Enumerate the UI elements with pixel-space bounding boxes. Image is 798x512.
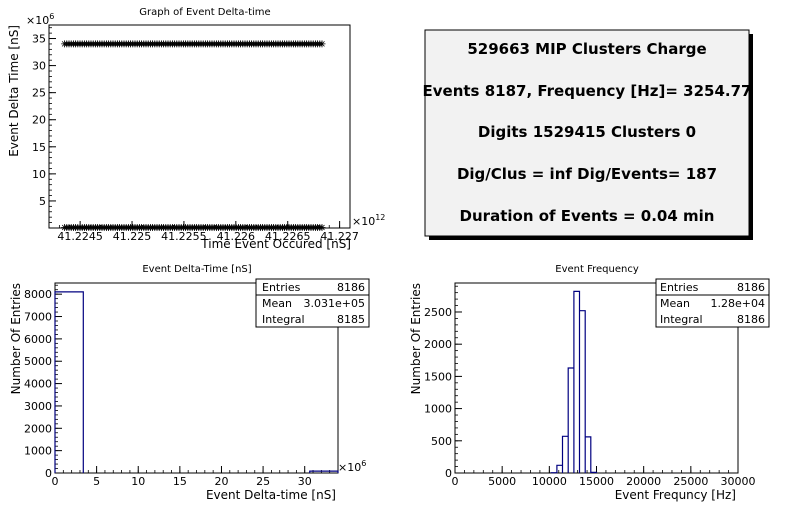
info-box-panel (424, 29, 750, 237)
x-tick-label: 41.227 (320, 230, 359, 243)
graph-y-label: Event Delta Time [nS] (7, 25, 21, 157)
hist1-ticks: 0 5 10 15 20 25 30 0 1000 2000 3000 4000 5000 6000 700… (24, 284, 339, 488)
y-tick-label: 6000 (24, 333, 52, 346)
graph-title: Graph of Event Delta-time (139, 7, 270, 18)
hist2-outline (550, 290, 598, 474)
hist1-stat-label: Entries (262, 281, 301, 294)
histogram-bin (557, 465, 563, 473)
hist1-outline (54, 291, 339, 473)
x-tick-label: 25 (256, 475, 270, 488)
data-point (318, 40, 326, 48)
y-tick-label: 1000 (424, 403, 452, 416)
y-tick-label: 500 (431, 435, 452, 448)
x-tick-label: 41.2245 (57, 230, 103, 243)
y-tick-label: 8000 (24, 288, 52, 301)
y-tick-label: 25 (32, 87, 46, 100)
info-line-clusters-charge: 529663 MIP Clusters Charge (467, 40, 706, 58)
x-tick-label: 5 (93, 475, 100, 488)
hist2-title: Event Frequency (555, 264, 639, 275)
y-tick-label: 2000 (24, 422, 52, 435)
y-tick-label: 5000 (24, 355, 52, 368)
data-point (318, 223, 326, 232)
graph-x-label: Time Event Occured [nS] (200, 237, 351, 251)
info-line-ratios: Dig/Clus = inf Dig/Events= 187 (457, 165, 717, 183)
hist1-stat-label: Integral (262, 313, 305, 326)
x-tick-label: 10 (131, 475, 145, 488)
hist1-title: Event Delta-Time [nS] (142, 264, 251, 275)
info-line-digits-clusters: Digits 1529415 Clusters 0 (478, 123, 696, 141)
y-tick-label: 5 (39, 195, 46, 208)
y-tick-label: 0 (45, 467, 52, 480)
histogram-bin (563, 436, 569, 473)
hist1-x-label: Event Delta-time [nS] (206, 488, 336, 502)
x-tick-label: 15 (173, 475, 187, 488)
hist1-stat-value: 8185 (337, 313, 365, 326)
hist2-stats-box: Entries 8186 Mean 1.28e+04 Integral 8186 (655, 278, 770, 328)
info-box: 529663 MIP Clusters Charge Events 8187, … (423, 29, 753, 240)
delta-time-histogram: Event Delta-Time [nS] 0 5 10 15 20 25 30 0 1000 2… (9, 264, 370, 502)
graph-x-exponent: ×1012 (352, 213, 385, 228)
x-tick-label: 20000 (626, 475, 661, 488)
graph-ticks: 41.2245 41.225 41.2255 41.226 41.2265 41.227 5… (32, 27, 359, 243)
graph-frame (48, 24, 351, 229)
x-tick-label: 10000 (532, 475, 567, 488)
y-tick-label: 7000 (24, 311, 52, 324)
histogram-bin (55, 292, 83, 473)
delta-time-graph: Graph of Event Delta-time 41.2245 41.225 4… (7, 7, 385, 251)
x-tick-label: 41.2255 (161, 230, 207, 243)
y-tick-label: 20 (32, 114, 46, 127)
histogram-bin (585, 437, 591, 473)
hist2-stat-value: 8186 (737, 313, 765, 326)
hist2-y-label: Number Of Entries (409, 283, 423, 394)
x-tick-label: 30 (298, 475, 312, 488)
y-tick-label: 4000 (24, 378, 52, 391)
hist2-stat-label: Integral (660, 313, 703, 326)
info-line-events-frequency: Events 8187, Frequency [Hz]= 3254.77 (423, 82, 752, 100)
x-tick-label: 15000 (579, 475, 614, 488)
graph-points (60, 40, 326, 232)
y-tick-label: 2500 (424, 306, 452, 319)
hist1-y-label: Number Of Entries (9, 283, 23, 394)
y-tick-label: 3000 (24, 400, 52, 413)
x-tick-label: 41.2265 (265, 230, 311, 243)
y-tick-label: 10 (32, 168, 46, 181)
y-tick-label: 30 (32, 60, 46, 73)
info-line-duration: Duration of Events = 0.04 min (460, 207, 715, 225)
histogram-bin (580, 311, 586, 473)
y-tick-label: 35 (32, 33, 46, 46)
y-tick-label: 0 (445, 467, 452, 480)
hist2-stat-value: 8186 (737, 281, 765, 294)
hist2-stat-label: Entries (660, 281, 699, 294)
x-tick-label: 0 (452, 475, 459, 488)
frequency-histogram: Event Frequency 0 5000 10000 15000 20000 2500… (409, 264, 770, 502)
hist1-x-exponent: ×106 (338, 459, 366, 474)
hist1-stat-value: 3.031e+05 (304, 297, 365, 310)
hist2-ticks: 0 5000 10000 15000 20000 25000 30000 0 500 1000 15… (424, 285, 756, 488)
y-tick-label: 15 (32, 141, 46, 154)
y-tick-label: 1500 (424, 370, 452, 383)
x-tick-label: 20 (214, 475, 228, 488)
histogram-bin (568, 368, 574, 473)
x-tick-label: 41.225 (113, 230, 152, 243)
x-tick-label: 41.226 (217, 230, 256, 243)
histogram-bin (574, 291, 580, 473)
hist1-stats-box: Entries 8186 Mean 3.031e+05 Integral 818… (255, 278, 370, 328)
x-tick-label: 0 (52, 475, 59, 488)
hist1-stat-value: 8186 (337, 281, 365, 294)
x-tick-label: 5000 (488, 475, 516, 488)
graph-y-exponent: ×106 (26, 12, 54, 27)
hist1-stat-label: Mean (262, 297, 292, 310)
hist2-stat-value: 1.28e+04 (711, 297, 765, 310)
y-tick-label: 1000 (24, 445, 52, 458)
hist2-stat-label: Mean (660, 297, 690, 310)
x-tick-label: 30000 (721, 475, 756, 488)
hist2-x-label: Event Frequncy [Hz] (615, 488, 736, 502)
x-tick-label: 25000 (673, 475, 708, 488)
y-tick-label: 2000 (424, 338, 452, 351)
